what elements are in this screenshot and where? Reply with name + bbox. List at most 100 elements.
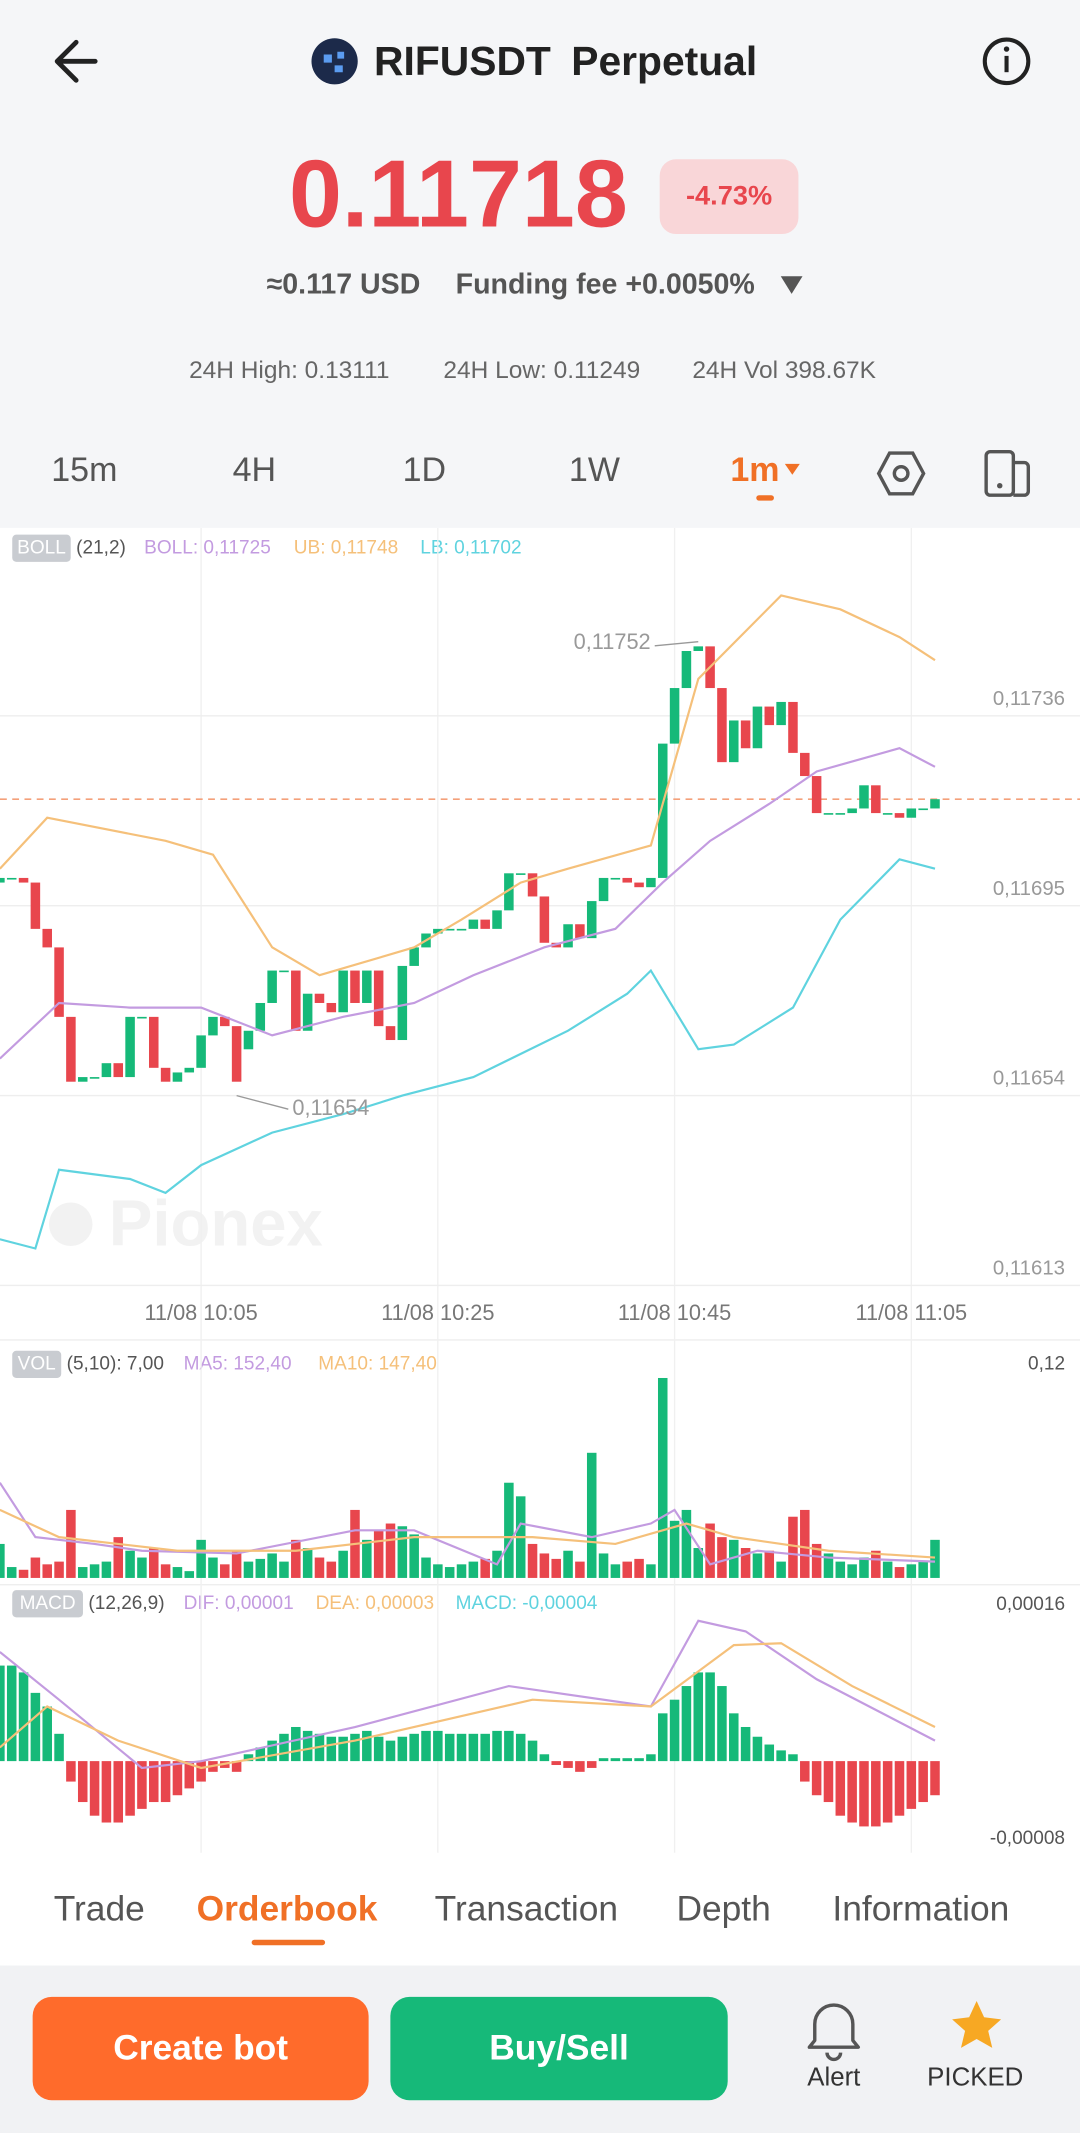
bar [77,1761,88,1803]
bar [894,1567,905,1578]
candle-up [504,873,514,911]
candle-up [823,813,834,815]
x-tick-label: 11/08 10:25 [381,1300,494,1325]
section-tab-active[interactable]: Orderbook [197,1890,378,1929]
bar [717,1686,727,1762]
bar [456,1564,467,1578]
bar [729,1713,739,1762]
bar [539,1553,550,1578]
candle-down [385,1026,396,1041]
bar [243,1754,254,1762]
candle-down [811,776,822,814]
candle-down [575,924,585,939]
candle-up [752,706,763,749]
candle-up [362,970,372,1003]
bar [752,1736,763,1762]
bar [764,1550,775,1578]
bar [267,1553,277,1578]
legend-entry: MA5: 152,40 [184,1353,292,1374]
bar [373,1530,384,1578]
bar [480,1558,490,1578]
interval-tab[interactable]: 15m [51,451,117,489]
bar [610,1758,621,1762]
bar [598,1758,609,1762]
y-tick-label: 0,00016 [996,1594,1065,1615]
candle-up [0,877,5,883]
button-label: Alert [807,2063,860,2091]
indicator-name: MACD [20,1593,76,1614]
bar [646,1564,656,1578]
last-price: 0.11718 [289,142,628,248]
candle-up [586,901,597,939]
bar [634,1758,644,1762]
interval-tab[interactable]: 1W [569,451,620,489]
candle-down [18,877,29,883]
candle-up [243,1030,254,1050]
bar [137,1761,147,1809]
chart-settings[interactable] [876,451,926,496]
contract: Perpetual [571,38,757,84]
candle-up [279,970,289,973]
bar [66,1509,76,1578]
plot-area: 0,11752 0,11654 [0,527,1080,1853]
extreme-label: 0,11654 [292,1095,369,1120]
x-tick-label: 11/08 10:05 [144,1300,257,1325]
bar [172,1761,183,1796]
bar [847,1564,857,1578]
bar [823,1553,834,1578]
bar [231,1761,242,1772]
interval-tab[interactable]: 4H [233,451,276,489]
candle-down [149,1016,159,1068]
legend-entry: DIF: 0,00001 [184,1593,294,1614]
section-tab[interactable]: Transaction [435,1890,618,1929]
bar [598,1553,609,1578]
alert-button[interactable]: Alert [807,2003,860,2091]
tab-indicator [251,1939,326,1946]
indicator-line [0,1642,936,1770]
bar [539,1754,550,1762]
create-bot-button[interactable]: Create bot [32,1996,369,2101]
watermark: Pionex [48,1187,323,1260]
info-button[interactable] [982,37,1031,86]
candle-down [740,720,751,749]
candle-up [184,1067,195,1073]
indicator-line [0,1619,936,1770]
buy-sell-button[interactable]: Buy/Sell [390,1996,728,2101]
indicator-line [0,747,936,1060]
bar [362,1539,372,1578]
indicator-params: (5,10): 7,00 [67,1353,164,1374]
bar [563,1550,573,1578]
bar [338,1736,348,1762]
volume-24h: 24H Vol 398.67K [692,357,876,384]
bar [66,1761,76,1782]
bar [255,1558,266,1578]
funding-dropdown[interactable] [780,276,803,294]
picked-button[interactable]: PICKED [927,2000,1023,2091]
bar [551,1761,561,1766]
interval-tab[interactable]: 1D [403,451,446,489]
bar [350,1733,360,1762]
candle-down [66,1016,76,1082]
coin-icon [311,38,358,85]
candle-up [6,877,17,880]
section-tab[interactable]: Depth [676,1890,770,1929]
funding-fee[interactable]: Funding fee +0.0050% [456,268,755,300]
candle-up [208,1016,218,1036]
bar [0,1543,5,1578]
candle-down [717,688,727,763]
active-indicator [756,495,774,501]
section-tab[interactable]: Trade [54,1890,145,1929]
watermark-text: Pionex [109,1187,323,1260]
bar [835,1761,846,1816]
candle-up [847,808,857,814]
back-button[interactable] [54,39,98,83]
candle-up [137,1016,147,1019]
interval-dropdown[interactable] [784,463,800,475]
bar [693,1548,704,1578]
interval-tab-active[interactable]: 1m [730,451,779,489]
bar [705,1523,715,1578]
bar [409,1733,419,1762]
section-tab[interactable]: Information [832,1890,1009,1929]
landscape-toggle[interactable] [984,449,1031,497]
